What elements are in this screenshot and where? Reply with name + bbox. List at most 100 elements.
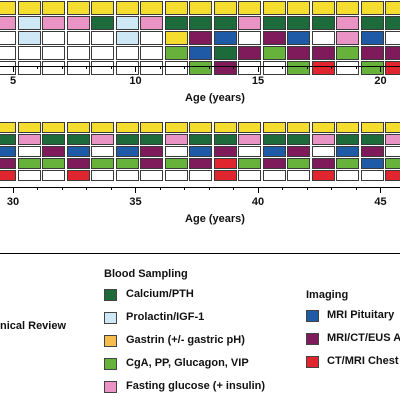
schedule-cell bbox=[262, 146, 286, 157]
schedule-cell bbox=[66, 46, 90, 60]
schedule-cell bbox=[336, 1, 359, 15]
schedule-cell bbox=[311, 134, 335, 145]
schedule-cell bbox=[238, 61, 261, 75]
schedule-cell bbox=[360, 1, 384, 15]
schedule-cell bbox=[189, 122, 212, 133]
x-axis-minor-tick bbox=[208, 187, 210, 190]
x-axis-title: Age (years) bbox=[185, 92, 245, 104]
schedule-cell bbox=[189, 1, 212, 15]
legend-item-label: CT/MRI Chest bbox=[327, 355, 399, 367]
legend-swatch bbox=[104, 381, 117, 393]
schedule-cell bbox=[115, 170, 139, 181]
x-axis-minor-tick bbox=[380, 66, 381, 69]
schedule-cell bbox=[91, 146, 114, 157]
schedule-cell bbox=[91, 31, 114, 45]
x-axis-minor-tick bbox=[37, 66, 38, 69]
schedule-cell bbox=[311, 46, 335, 60]
schedule-cell bbox=[360, 122, 384, 133]
x-axis-line bbox=[0, 187, 400, 188]
legend-item-label: Prolactin/IGF-1 bbox=[126, 311, 205, 323]
legend-swatch bbox=[104, 312, 117, 324]
schedule-cell bbox=[91, 16, 114, 30]
legend-item-label: CgA, PP, Glucagon, VIP bbox=[126, 357, 249, 369]
imaging-heading: Imaging bbox=[306, 289, 349, 301]
schedule-cell bbox=[17, 31, 41, 45]
schedule-cell bbox=[66, 122, 90, 133]
schedule-cell bbox=[189, 61, 212, 75]
schedule-cell bbox=[66, 134, 90, 145]
schedule-cell bbox=[213, 1, 237, 15]
schedule-cell bbox=[189, 134, 212, 145]
schedule-cell bbox=[238, 122, 261, 133]
schedule-cell bbox=[42, 134, 65, 145]
schedule-cell bbox=[140, 31, 163, 45]
schedule-cell bbox=[213, 158, 237, 169]
schedule-cell bbox=[238, 134, 261, 145]
schedule-cell bbox=[164, 46, 188, 60]
schedule-cell bbox=[164, 16, 188, 30]
schedule-cell bbox=[311, 1, 335, 15]
blood-sampling-heading: Blood Sampling bbox=[104, 268, 188, 280]
schedule-cell bbox=[213, 16, 237, 30]
x-axis-minor-tick bbox=[159, 187, 161, 190]
legend-item-label: Fasting glucose (+ insulin) bbox=[126, 380, 266, 392]
schedule-cell bbox=[238, 1, 261, 15]
schedule-cell bbox=[140, 134, 163, 145]
x-axis-line bbox=[0, 66, 400, 67]
schedule-cell bbox=[189, 158, 212, 169]
schedule-cell bbox=[262, 46, 286, 60]
schedule-cell bbox=[213, 170, 237, 181]
x-axis-tick bbox=[12, 66, 14, 72]
x-axis-minor-tick bbox=[159, 66, 161, 69]
schedule-cell bbox=[115, 16, 139, 30]
legend-swatch bbox=[104, 289, 117, 301]
clinical-review-heading: nical Review bbox=[0, 320, 67, 332]
schedule-cell bbox=[385, 31, 400, 45]
schedule-cell bbox=[42, 122, 65, 133]
schedule-cell bbox=[17, 170, 41, 181]
schedule-cell bbox=[17, 16, 41, 30]
schedule-cell bbox=[238, 146, 261, 157]
schedule-cell bbox=[115, 46, 139, 60]
schedule-cell bbox=[140, 170, 163, 181]
x-axis-minor-tick bbox=[306, 187, 308, 190]
section-divider bbox=[0, 253, 400, 254]
schedule-cell bbox=[17, 134, 41, 145]
schedule-cell bbox=[287, 158, 310, 169]
schedule-cell bbox=[189, 16, 212, 30]
schedule-cell bbox=[66, 146, 90, 157]
schedule-cell bbox=[287, 31, 310, 45]
schedule-cell bbox=[311, 158, 335, 169]
legend-swatch bbox=[306, 310, 319, 322]
x-axis-minor-tick bbox=[355, 187, 357, 190]
x-axis-minor-tick bbox=[282, 187, 283, 190]
x-axis-minor-tick bbox=[86, 66, 87, 69]
schedule-cell bbox=[140, 16, 163, 30]
schedule-cell bbox=[336, 146, 359, 157]
schedule-cell bbox=[385, 134, 400, 145]
schedule-cell bbox=[213, 46, 237, 60]
schedule-cell bbox=[164, 158, 188, 169]
schedule-cell bbox=[91, 46, 114, 60]
schedule-cell bbox=[238, 31, 261, 45]
x-axis-tick bbox=[12, 187, 14, 193]
schedule-cell bbox=[42, 146, 65, 157]
x-tick-label: 5 bbox=[9, 75, 17, 87]
schedule-cell bbox=[0, 16, 16, 30]
schedule-cell bbox=[385, 61, 400, 75]
x-axis-minor-tick bbox=[135, 187, 136, 190]
schedule-cell bbox=[213, 61, 237, 75]
schedule-cell bbox=[385, 46, 400, 60]
schedule-cell bbox=[0, 146, 16, 157]
schedule-cell bbox=[360, 46, 384, 60]
schedule-cell bbox=[385, 1, 400, 15]
schedule-cell bbox=[42, 16, 65, 30]
schedule-cell bbox=[189, 146, 212, 157]
x-axis-tick bbox=[135, 187, 136, 193]
schedule-cell bbox=[360, 146, 384, 157]
schedule-cell bbox=[213, 134, 237, 145]
schedule-cell bbox=[385, 16, 400, 30]
schedule-cell bbox=[213, 31, 237, 45]
schedule-cell bbox=[66, 158, 90, 169]
